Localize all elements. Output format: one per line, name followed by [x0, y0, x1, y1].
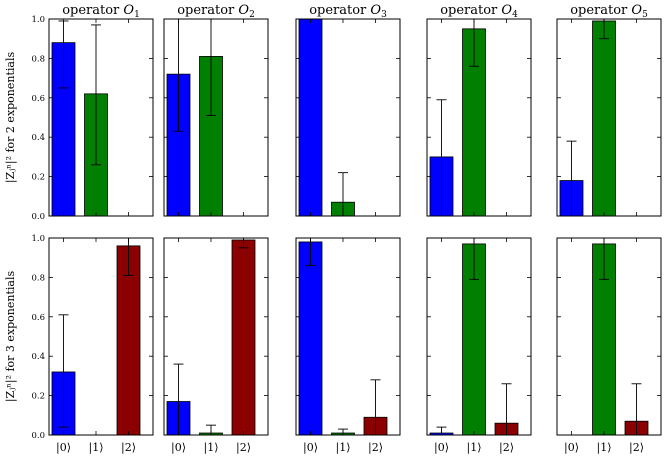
- y-tick-label: 1.0: [31, 15, 45, 25]
- panel-title: operator O2: [177, 3, 255, 20]
- panel-frame: [556, 237, 662, 436]
- y-tick-label: 0.4: [31, 352, 45, 362]
- x-tick-label: |0⟩: [171, 441, 186, 455]
- panel-r1-c1: |0⟩ |1⟩ |2⟩: [163, 237, 269, 455]
- panel-r1-c4: |0⟩ |1⟩ |2⟩: [556, 237, 662, 455]
- x-tick-label: |2⟩: [121, 441, 136, 455]
- panel-title-subscript: 1: [134, 10, 140, 20]
- x-tick-label: |2⟩: [236, 441, 251, 455]
- panel-frame: [295, 18, 401, 217]
- panel-frame: [426, 18, 532, 217]
- x-tick-label: |1⟩: [89, 441, 104, 455]
- panel-title-symbol: O: [501, 3, 512, 18]
- y-tick-label: 0.4: [31, 133, 45, 143]
- y-tick-label: 0.6: [31, 94, 45, 104]
- panel-title-prefix: operator: [62, 3, 123, 18]
- x-tick-label: |2⟩: [368, 441, 383, 455]
- panel-title-prefix: operator: [309, 3, 370, 18]
- bar-state-2: [231, 239, 256, 436]
- x-tick-label: |0⟩: [434, 441, 449, 455]
- panel-frame: [295, 237, 401, 436]
- x-tick-label: |0⟩: [303, 441, 318, 455]
- x-tick-label: |0⟩: [564, 441, 579, 455]
- panel-r1-c0: 0.0 0.2 0.4 0.6 0.8 1.0 |0⟩ |1⟩ |2⟩: [31, 234, 154, 455]
- y-tick-label: 1.0: [31, 234, 45, 244]
- panel-title-subscript: 4: [512, 10, 518, 20]
- panel-r0-c0: 0.0 0.2 0.4 0.6 0.8 1.0: [31, 15, 154, 222]
- y-tick-label: 0.8: [31, 54, 45, 64]
- x-tick-label: |1⟩: [204, 441, 219, 455]
- panel-frame: [48, 18, 154, 217]
- y-axis-label: |Zⱼⁿ|² for 2 exponentials: [4, 52, 18, 184]
- panel-frame: [48, 237, 154, 436]
- panel-frame: [163, 18, 269, 217]
- panel-title: operator O1: [62, 3, 140, 20]
- panel-title-subscript: 3: [381, 10, 387, 20]
- panel-r1-c3: |0⟩ |1⟩ |2⟩: [426, 237, 532, 455]
- panel-title: operator O3: [309, 3, 387, 20]
- x-tick-label: |0⟩: [56, 441, 71, 455]
- y-axis-label: |Zⱼⁿ|² for 3 exponentials: [4, 271, 18, 403]
- panel-title: operator O5: [570, 3, 648, 20]
- panel-r0-c3: [426, 18, 532, 217]
- y-tick-label: 0.6: [31, 313, 45, 323]
- panel-frame: [426, 237, 532, 436]
- panel-title-symbol: O: [123, 3, 134, 18]
- panel-r0-c1: [163, 18, 269, 217]
- panel-r0-c2: [295, 18, 401, 217]
- bar-state-1: [592, 20, 616, 217]
- x-tick-label: |1⟩: [467, 441, 482, 455]
- panel-title-prefix: operator: [440, 3, 501, 18]
- panel-title-symbol: O: [631, 3, 642, 18]
- y-tick-label: 0.0: [31, 212, 45, 222]
- panel-title-prefix: operator: [177, 3, 238, 18]
- panel-title-subscript: 5: [642, 10, 648, 20]
- y-tick-label: 0.2: [31, 173, 45, 183]
- panel-title-prefix: operator: [570, 3, 631, 18]
- panel-frame: [163, 237, 269, 436]
- y-tick-label: 0.2: [31, 392, 45, 402]
- panel-title-symbol: O: [238, 3, 249, 18]
- bar-state-0: [298, 18, 323, 217]
- panel-title-symbol: O: [370, 3, 381, 18]
- x-tick-label: |1⟩: [336, 441, 351, 455]
- panel-title: operator O4: [440, 3, 518, 20]
- x-tick-label: |2⟩: [499, 441, 514, 455]
- bar-state-0: [298, 241, 323, 436]
- panel-frame: [556, 18, 662, 217]
- x-tick-label: |2⟩: [629, 441, 644, 455]
- y-tick-label: 0.0: [31, 431, 45, 441]
- panel-title-subscript: 2: [249, 10, 255, 20]
- x-tick-label: |1⟩: [597, 441, 612, 455]
- y-tick-label: 0.8: [31, 273, 45, 283]
- panel-r1-c2: |0⟩ |1⟩ |2⟩: [295, 237, 401, 455]
- panel-r0-c4: [556, 18, 662, 217]
